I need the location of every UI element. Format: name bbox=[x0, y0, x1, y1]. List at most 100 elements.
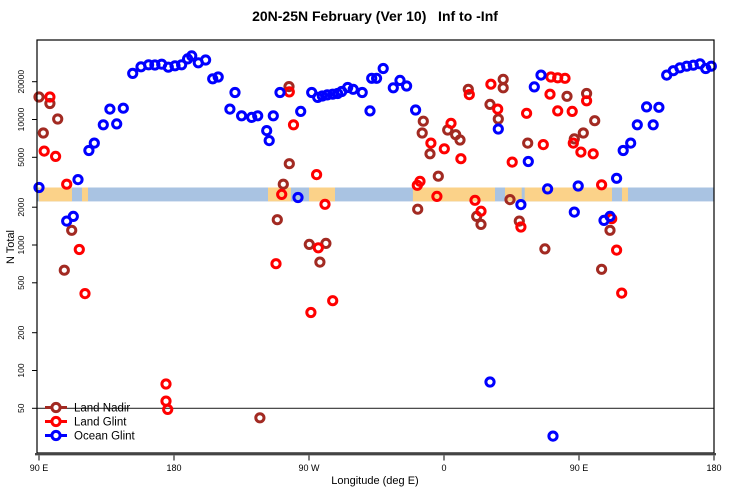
data-point bbox=[596, 179, 608, 191]
data-point bbox=[212, 71, 224, 83]
data-point bbox=[263, 135, 275, 147]
data-point bbox=[66, 224, 78, 236]
data-point bbox=[207, 73, 219, 85]
data-point bbox=[274, 86, 286, 99]
data-point bbox=[475, 205, 487, 217]
data-point bbox=[276, 188, 288, 200]
map-band-land bbox=[39, 187, 72, 202]
data-point bbox=[321, 89, 333, 101]
data-point bbox=[604, 224, 616, 236]
y-tick-label: 2000 bbox=[16, 197, 26, 216]
data-point bbox=[544, 88, 556, 100]
data-point bbox=[484, 98, 496, 111]
x-axis-title: Longitude (deg E) bbox=[331, 475, 419, 487]
data-point bbox=[160, 378, 172, 390]
data-point bbox=[653, 101, 665, 113]
legend-marker bbox=[50, 429, 62, 442]
y-tick-label: 20000 bbox=[16, 70, 26, 94]
data-point bbox=[547, 430, 559, 442]
data-point bbox=[104, 103, 116, 115]
map-band-land bbox=[622, 187, 628, 202]
data-point bbox=[617, 144, 629, 157]
map-band-land bbox=[524, 187, 612, 202]
data-point bbox=[616, 287, 628, 299]
data-point bbox=[283, 158, 295, 170]
data-point bbox=[589, 115, 601, 127]
data-point bbox=[425, 137, 437, 149]
data-point bbox=[311, 169, 323, 181]
data-point bbox=[319, 198, 331, 210]
data-point bbox=[186, 50, 198, 62]
data-point bbox=[647, 119, 659, 131]
data-point bbox=[316, 90, 328, 102]
data-point bbox=[542, 183, 554, 195]
data-point bbox=[559, 72, 571, 84]
data-point bbox=[561, 90, 573, 102]
data-point bbox=[492, 103, 504, 115]
data-point bbox=[162, 403, 174, 415]
data-point bbox=[342, 81, 354, 94]
x-tick-label: 90 E bbox=[30, 463, 49, 473]
data-point bbox=[567, 137, 579, 149]
map-band-land bbox=[82, 187, 88, 202]
legend-label: Ocean Glint bbox=[74, 431, 136, 443]
data-point bbox=[377, 62, 389, 75]
data-point bbox=[44, 97, 56, 110]
data-point bbox=[577, 127, 589, 139]
data-point bbox=[705, 60, 717, 72]
chart-title: 20N-25N February (Ver 10) Inf to -Inf bbox=[252, 8, 498, 24]
data-point bbox=[364, 105, 376, 117]
legend-label: Land Nadir bbox=[74, 403, 130, 415]
data-point bbox=[371, 72, 383, 84]
map-band-land bbox=[505, 187, 522, 202]
data-point bbox=[432, 170, 444, 182]
y-tick-label: 10000 bbox=[16, 107, 26, 131]
data-point bbox=[492, 123, 504, 135]
data-point bbox=[252, 110, 264, 122]
data-point bbox=[462, 83, 474, 95]
y-tick-label: 500 bbox=[16, 275, 26, 289]
data-point bbox=[455, 153, 467, 165]
data-point bbox=[287, 119, 300, 131]
data-point bbox=[292, 191, 304, 204]
data-point bbox=[117, 102, 129, 114]
data-point bbox=[431, 190, 443, 202]
data-point bbox=[79, 288, 91, 300]
data-point bbox=[261, 125, 273, 137]
data-point bbox=[401, 80, 413, 92]
data-point bbox=[33, 181, 45, 194]
data-point bbox=[295, 105, 307, 118]
data-point bbox=[320, 237, 332, 249]
data-point bbox=[327, 295, 339, 307]
legend-marker bbox=[50, 415, 62, 428]
data-point bbox=[271, 214, 283, 226]
data-point bbox=[506, 156, 518, 168]
data-point bbox=[143, 59, 155, 71]
data-point bbox=[522, 137, 534, 149]
y-tick-label: 5000 bbox=[16, 148, 26, 167]
data-point bbox=[411, 179, 423, 191]
legend-item-land-nadir: Land Nadir bbox=[45, 401, 130, 415]
data-point bbox=[438, 143, 450, 155]
y-tick-label: 200 bbox=[16, 325, 26, 339]
data-point bbox=[515, 199, 527, 211]
data-point bbox=[270, 258, 282, 270]
data-point bbox=[127, 67, 139, 80]
y-tick-label: 50 bbox=[16, 403, 26, 413]
data-point bbox=[97, 119, 109, 131]
data-point bbox=[283, 81, 295, 93]
series-land-nadir bbox=[33, 73, 616, 424]
data-point bbox=[267, 110, 279, 122]
data-point bbox=[424, 148, 436, 160]
data-point bbox=[366, 72, 378, 84]
data-point bbox=[305, 306, 317, 319]
data-point bbox=[513, 215, 525, 227]
data-point bbox=[515, 221, 527, 233]
data-point bbox=[347, 83, 359, 95]
x-tick-label: 90 E bbox=[570, 463, 589, 473]
data-point bbox=[410, 104, 422, 116]
data-point bbox=[475, 218, 487, 230]
data-point bbox=[356, 86, 368, 99]
data-point bbox=[631, 119, 643, 131]
